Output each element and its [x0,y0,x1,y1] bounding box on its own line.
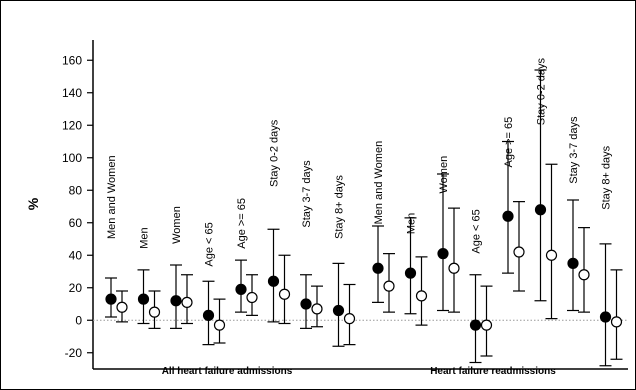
point-filled [267,275,280,287]
category-label: Women [438,156,450,194]
y-tick-label: 100 [62,151,82,165]
point-open [213,319,226,331]
y-tick-label: 60 [69,216,83,230]
point-filled [502,210,514,222]
y-tick-label: -20 [65,346,83,360]
y-tick-label: 160 [62,53,82,67]
point-open [148,306,161,318]
point-filled [469,319,482,331]
category-label: Men and Women [373,141,385,225]
category-label: Age >= 65 [236,198,248,249]
category-label: Age >= 65 [503,117,515,168]
category-label: Stay 3-7 days [301,160,313,228]
point-open [343,313,356,325]
y-tick-label: 80 [69,183,83,197]
category-label: Men and Women [106,155,118,239]
category-label: Stay 8+ days [334,175,346,239]
point-open [246,291,258,304]
y-tick-label: 20 [69,281,83,295]
category-label: Stay 0-2 days [269,119,281,187]
point-filled [202,309,215,321]
category-label: Age < 65 [471,209,483,253]
category-label: Age < 65 [204,222,216,266]
point-filled [137,293,150,305]
point-open [448,262,460,274]
point-filled [170,295,182,307]
category-label: Stay 0-2 days [536,57,548,125]
category-label: Men [139,227,151,248]
point-filled [332,304,345,317]
point-open [311,303,323,315]
point-open [545,249,558,261]
point-open [278,288,291,300]
y-axis-label: % [25,197,41,210]
point-filled [404,267,417,279]
category-label: Women [171,206,183,244]
category-label: Stay 3-7 days [568,116,580,184]
point-filled [534,204,547,216]
point-filled [567,257,579,269]
y-tick-label: 120 [62,118,82,132]
group-label-admissions: All heart failure admissions [162,366,293,377]
category-label: Stay 8+ days [601,145,613,209]
point-filled [105,293,117,305]
point-open [181,296,193,308]
point-open [480,319,493,331]
point-open [610,316,623,328]
point-filled [235,283,247,295]
group-label-readmissions: Heart failure readmissions [430,366,556,377]
point-filled [599,311,612,323]
point-open [116,301,128,313]
point-open [578,269,590,281]
point-filled [300,298,312,310]
point-open [415,290,428,302]
point-open [383,280,395,292]
y-tick-label: 140 [62,86,82,100]
y-tick-label: 0 [75,313,82,327]
category-label: Men [406,213,418,234]
y-tick-label: 40 [69,248,83,262]
point-filled [372,262,384,274]
point-open [513,246,525,258]
point-filled [437,248,449,260]
